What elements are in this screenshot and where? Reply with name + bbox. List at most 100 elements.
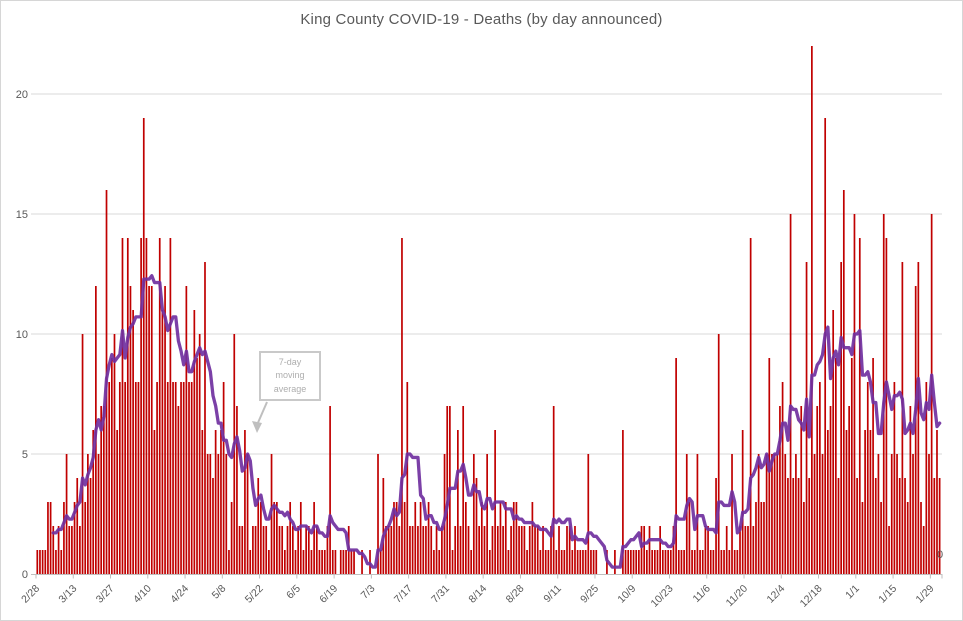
bar-deaths	[757, 454, 760, 574]
bar-deaths	[329, 406, 331, 574]
bar-deaths	[342, 550, 345, 574]
bar-deaths	[832, 310, 835, 574]
bar-deaths	[425, 526, 427, 574]
bar-deaths	[297, 526, 299, 574]
bar-deaths	[789, 214, 792, 574]
bar-deaths	[576, 550, 579, 574]
bar-deaths	[201, 430, 204, 574]
bar-deaths	[651, 550, 654, 574]
bar-deaths	[510, 526, 512, 574]
bar-deaths	[528, 526, 531, 574]
bar-deaths	[310, 550, 313, 574]
bar-deaths	[568, 526, 571, 574]
bar-deaths	[387, 526, 390, 574]
bar-deaths	[435, 526, 438, 574]
bar-deaths	[571, 550, 574, 574]
x-axis-label: 12/4	[764, 583, 787, 606]
bar-deaths	[669, 550, 672, 574]
bar-deaths	[212, 478, 214, 574]
bar-deaths	[475, 478, 478, 574]
bar-deaths	[747, 526, 749, 574]
x-axis-label: 1/15	[876, 583, 899, 606]
bar-deaths	[800, 406, 803, 574]
bar-deaths	[331, 550, 334, 574]
bar-deaths	[821, 454, 824, 574]
bar-deaths	[145, 238, 148, 574]
bar-deaths	[132, 310, 134, 574]
bar-deaths	[124, 382, 126, 574]
x-axis-label: 7/31	[429, 583, 452, 606]
bar-deaths	[121, 238, 124, 574]
bar-deaths	[225, 454, 228, 574]
bar-deaths	[938, 478, 941, 574]
x-axis-label: 6/19	[317, 583, 340, 606]
bar-deaths	[193, 310, 196, 574]
bar-deaths	[390, 526, 393, 574]
bar-deaths	[238, 526, 241, 574]
bar-deaths	[278, 526, 281, 574]
bar-deaths	[55, 550, 57, 574]
bar-deaths	[318, 550, 321, 574]
bar-deaths	[725, 526, 728, 574]
bar-deaths	[496, 526, 499, 574]
bar-deaths	[488, 550, 491, 574]
bar-deaths	[925, 382, 928, 574]
bar-deaths	[185, 286, 188, 574]
bar-deaths	[771, 454, 773, 574]
bar-deaths	[100, 406, 103, 574]
x-axis-label: 5/8	[210, 583, 229, 602]
bar-deaths	[922, 526, 925, 574]
bar-deaths	[161, 310, 164, 574]
bar-deaths	[246, 454, 249, 574]
bar-deaths	[912, 454, 914, 574]
bar-deaths	[321, 550, 323, 574]
bar-deaths	[536, 526, 539, 574]
bar-deaths	[148, 286, 150, 574]
bar-deaths	[172, 382, 174, 574]
bar-deaths	[587, 454, 590, 574]
bar-deaths	[659, 526, 661, 574]
bar-deaths	[688, 502, 691, 574]
bar-deaths	[797, 478, 800, 574]
bar-deaths	[709, 550, 712, 574]
bar-deaths	[544, 550, 547, 574]
bar-deaths	[467, 526, 470, 574]
bar-deaths	[113, 334, 116, 574]
bar-deaths	[156, 382, 158, 574]
bar-deaths	[552, 406, 555, 574]
bar-deaths	[502, 526, 504, 574]
bar-deaths	[73, 502, 76, 574]
bar-deaths	[739, 526, 741, 574]
bar-deaths	[776, 454, 779, 574]
bar-deaths	[369, 550, 371, 574]
x-axis-label: 7/3	[359, 583, 378, 602]
bar-deaths	[885, 238, 888, 574]
bar-deaths	[563, 550, 566, 574]
bar-deaths	[560, 550, 563, 574]
bar-deaths	[648, 526, 651, 574]
bar-deaths	[890, 454, 893, 574]
bar-deaths	[661, 550, 664, 574]
bar-deaths	[877, 454, 880, 574]
bar-deaths	[717, 334, 720, 574]
x-axis-label: 7/17	[392, 583, 415, 606]
bar-deaths	[244, 430, 246, 574]
bar-deaths	[262, 526, 265, 574]
bar-deaths	[691, 550, 693, 574]
y-axis-label: 10	[16, 329, 28, 341]
x-axis-label: 8/14	[466, 583, 489, 606]
bar-deaths	[52, 526, 55, 574]
bar-deaths	[848, 406, 850, 574]
bar-deaths	[188, 382, 190, 574]
bar-deaths	[574, 526, 576, 574]
bar-deaths	[427, 502, 430, 574]
bar-deaths	[632, 550, 635, 574]
bar-deaths	[504, 502, 507, 574]
bar-deaths	[733, 550, 736, 574]
bar-deaths	[640, 526, 643, 574]
bar-deaths	[736, 550, 739, 574]
bar-deaths	[869, 430, 872, 574]
bar-deaths	[47, 502, 49, 574]
bar-deaths	[289, 502, 292, 574]
bar-deaths	[196, 358, 198, 574]
